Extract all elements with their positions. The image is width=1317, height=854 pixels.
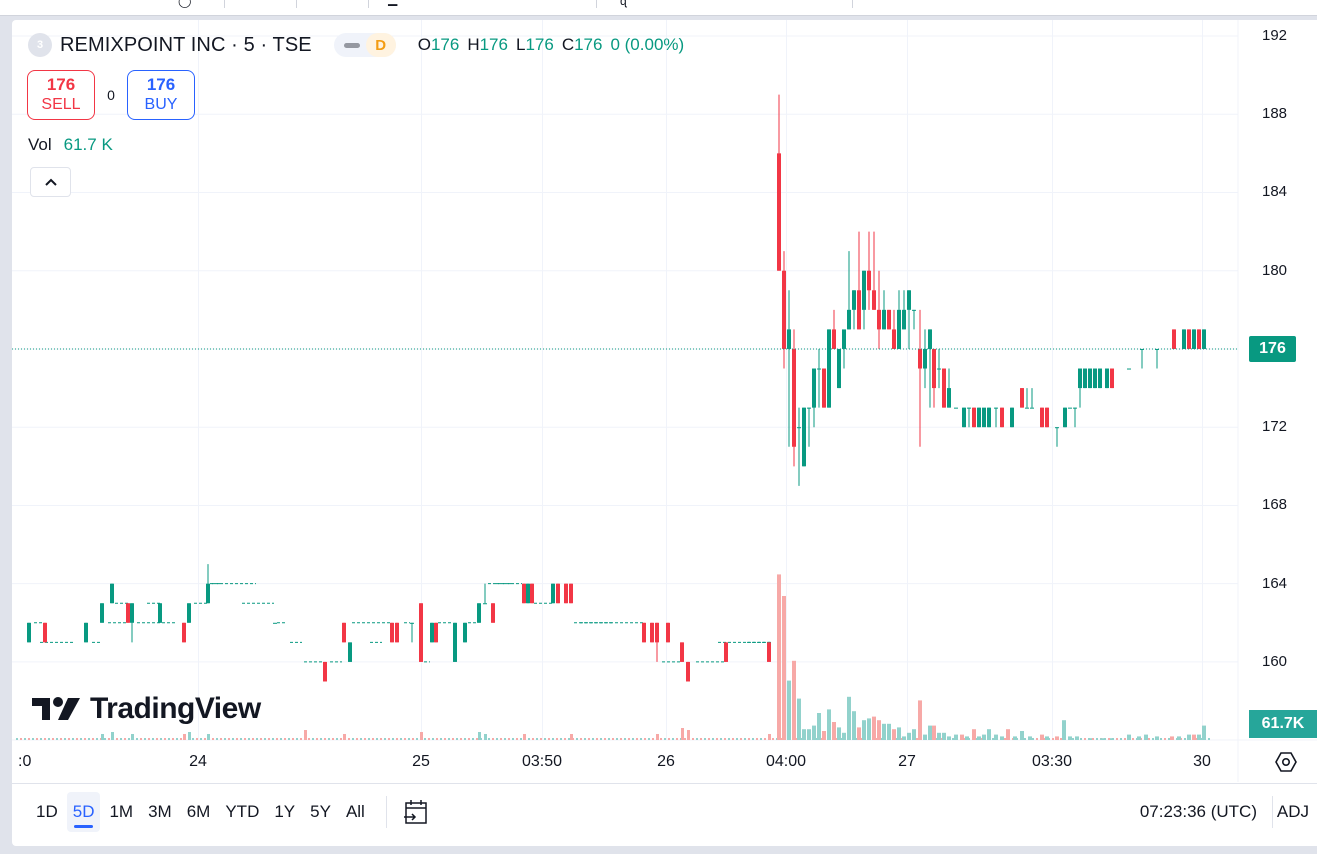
low-label: L [515, 35, 526, 54]
time-tick-label: :0 [18, 753, 32, 770]
sell-price: 176 [46, 75, 76, 94]
ohlc-values: O176 H176 L176 C176 0 (0.00%) [418, 35, 684, 55]
collapse-legend-button[interactable] [30, 167, 71, 197]
open-value: 176 [430, 35, 460, 54]
market-status-pill[interactable]: D [333, 33, 396, 57]
last-price-label: 176 [1249, 336, 1296, 362]
time-tick-label: 24 [189, 753, 207, 770]
toolbar-divider [368, 0, 369, 8]
price-tick-label: 164 [1262, 574, 1288, 592]
left-panel-edge [0, 16, 12, 854]
toolbar-divider [296, 0, 297, 8]
chart-pane[interactable]: 3 REMIXPOINT INC · 5 · TSE D O176 H176 L… [12, 20, 1317, 782]
toolbar-divider [852, 0, 853, 8]
alert-icon[interactable]: ɋ [620, 0, 627, 8]
trade-buttons: 176 SELL 0 176 BUY [27, 70, 195, 120]
volume-label: Vol [28, 135, 52, 154]
range-button-3m[interactable]: 3M [148, 801, 172, 821]
top-toolbar-fragment: ◯ ▁ ɋ [0, 0, 1317, 16]
price-tick-label: 192 [1262, 27, 1288, 44]
tradingview-logo[interactable]: TradingView [32, 692, 261, 726]
price-chart[interactable] [12, 20, 1317, 782]
high-label: H [467, 35, 480, 54]
clock-timezone[interactable]: 07:23:36 (UTC) [1139, 801, 1257, 821]
symbol-legend: 3 REMIXPOINT INC · 5 · TSE D O176 H176 L… [28, 32, 684, 58]
toolbar-divider [1272, 795, 1273, 828]
session-icon [343, 43, 360, 48]
price-tick-label: 180 [1262, 261, 1288, 279]
toolbar-divider [385, 795, 387, 828]
range-button-ytd[interactable]: YTD [225, 801, 260, 821]
price-tick-label: 160 [1262, 652, 1288, 670]
high-value: 176 [479, 35, 508, 54]
price-tick-label: 184 [1262, 183, 1288, 201]
spread-value: 0 [107, 87, 115, 103]
volume-axis-label: 61.7K [1249, 710, 1317, 738]
adjust-data-toggle[interactable]: ADJ [1276, 801, 1309, 821]
low-value: 176 [525, 35, 554, 54]
price-tick-label: 188 [1262, 105, 1288, 123]
buy-label: BUY [144, 96, 178, 113]
open-label: O [417, 35, 431, 54]
time-tick-label: 26 [657, 753, 675, 770]
market-status-badge: D [365, 33, 396, 57]
time-tick-label: 27 [898, 753, 916, 770]
goto-date-icon[interactable] [401, 797, 431, 827]
sell-label: SELL [41, 96, 81, 113]
close-label: C [561, 35, 575, 54]
close-value: 176 [574, 35, 603, 54]
buy-button[interactable]: 176 BUY [127, 70, 195, 120]
range-button-1d[interactable]: 1D [36, 801, 58, 821]
range-button-1y[interactable]: 1Y [274, 801, 296, 821]
change-value: 0 (0.00%) [610, 35, 685, 54]
buy-price: 176 [146, 75, 176, 94]
range-button-5d[interactable]: 5D [66, 791, 101, 832]
time-tick-label: 25 [412, 753, 430, 770]
layout-icon[interactable]: ▁ [388, 0, 397, 6]
price-tick-label: 172 [1262, 418, 1288, 436]
time-tick-label: 03:50 [521, 753, 563, 770]
time-tick-label: 03:30 [1031, 753, 1073, 770]
volume-value: 61.7 K [63, 135, 113, 154]
chart-settings-icon[interactable] [1274, 750, 1298, 774]
price-tick-label: 168 [1262, 496, 1288, 514]
tradingview-logo-icon [32, 697, 80, 720]
bottom-toolbar: 1D 5D 1M 3M 6M YTD 1Y 5Y All 07:23:36 (UTC) ADJ [12, 783, 1317, 839]
symbol-title[interactable]: REMIXPOINT INC · 5 · TSE [60, 33, 312, 56]
indicator-icon[interactable]: ◯ [178, 0, 192, 8]
tradingview-logo-text: TradingView [90, 692, 261, 725]
range-button-1m[interactable]: 1M [109, 801, 134, 821]
range-button-5y[interactable]: 5Y [310, 801, 331, 821]
time-tick-label: 04:00 [765, 753, 807, 770]
symbol-logo-icon: 3 [28, 33, 52, 57]
volume-legend[interactable]: Vol 61.7 K [28, 135, 113, 155]
toolbar-divider [224, 0, 225, 8]
range-button-6m[interactable]: 6M [186, 801, 211, 821]
range-button-all[interactable]: All [345, 801, 365, 821]
sell-button[interactable]: 176 SELL [27, 70, 95, 120]
time-tick-label: 30 [1193, 753, 1211, 770]
toolbar-divider [596, 0, 597, 8]
chart-widget: 3 REMIXPOINT INC · 5 · TSE D O176 H176 L… [12, 20, 1317, 846]
date-range-selector: 1D 5D 1M 3M 6M YTD 1Y 5Y All [30, 791, 374, 832]
chevron-up-icon [44, 178, 57, 186]
